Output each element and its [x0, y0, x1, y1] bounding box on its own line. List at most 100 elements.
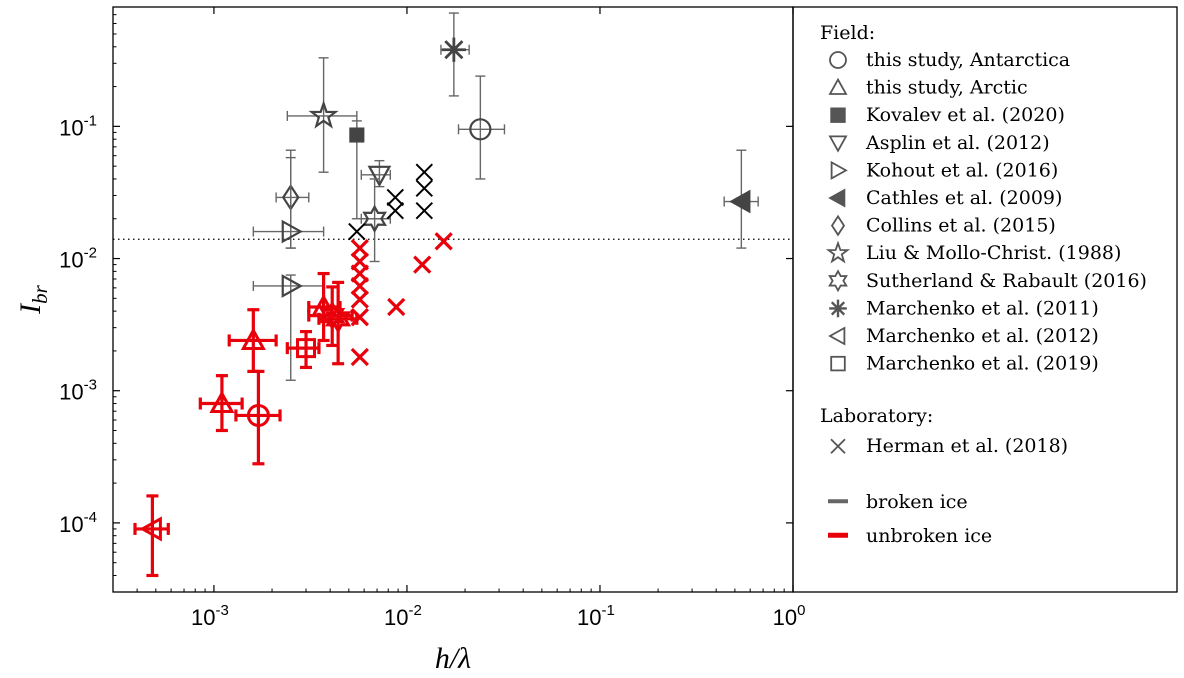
legend-marker-pentagram: [825, 240, 851, 264]
legend-entry-3: Asplin et al. (2012): [828, 132, 1050, 154]
marker-triangle-left: [139, 516, 162, 542]
marker-hexagram: [325, 303, 352, 334]
legend-label: Sutherland & Rabault (2016): [866, 270, 1147, 292]
marker-triangle-down: [367, 165, 392, 188]
x-tick-label-0: 10-3: [191, 602, 229, 630]
legend-label: Kovalev et al. (2020): [866, 104, 1065, 126]
legend-marker-triangle-left-filled: [828, 188, 846, 208]
data-point-31: [198, 374, 244, 433]
legend-entry-0: this study, Antarctica: [829, 49, 1070, 71]
marker-triangle-right: [281, 219, 304, 244]
marker-circle: [246, 403, 270, 427]
marker-x: [415, 202, 434, 220]
data-point-32: [234, 369, 282, 466]
legend-label: Marchenko et al. (2011): [866, 297, 1099, 319]
marker-x: [350, 290, 369, 309]
marker-square: [296, 338, 317, 359]
data-point-7: [252, 156, 325, 249]
data-point-4: [360, 159, 392, 188]
marker-x: [350, 308, 369, 327]
data-point-19: [350, 238, 369, 258]
legend-entry-4: Kohout et al. (2016): [830, 159, 1058, 181]
marker-x: [415, 179, 434, 197]
data-point-6: [275, 149, 310, 249]
data-point-24: [350, 308, 369, 327]
x-axis-label: h/λ: [435, 642, 471, 675]
legend-label: Kohout et al. (2016): [866, 159, 1058, 181]
marker-square-filled: [349, 127, 365, 143]
legend-status-unbroken: unbroken ice: [828, 525, 992, 547]
legend-frame: [792, 6, 1178, 593]
data-point-12: [386, 188, 404, 207]
marker-x: [350, 238, 369, 258]
marker-triangle-left-filled: [729, 189, 751, 214]
legend-label: Asplin et al. (2012): [865, 132, 1050, 154]
data-point-0: [440, 12, 470, 97]
legend-label: Liu & Mollo-Christ. (1988): [866, 242, 1121, 264]
data-point-23: [350, 290, 369, 309]
data-point-2: [286, 57, 358, 173]
marker-x: [413, 255, 432, 274]
marker-hexagram: [362, 204, 387, 234]
data-point-14: [415, 179, 434, 197]
x-tick-label-1: 10-2: [384, 602, 422, 630]
legend-marker-x: [830, 438, 846, 454]
legend-label: this study, Arctic: [866, 77, 1028, 99]
marker-x: [350, 276, 369, 296]
legend-status-broken: broken ice: [828, 491, 968, 513]
legend-lab-entry-0: Herman et al. (2018): [830, 435, 1068, 457]
data-point-18: [387, 297, 406, 317]
marker-triangle-right: [281, 274, 304, 298]
legend-marker-circle: [829, 51, 847, 69]
marker-triangle-up: [209, 390, 235, 414]
legend-field-header: Field:: [820, 22, 875, 44]
legend-marker-triangle-down: [828, 135, 848, 153]
marker-x: [387, 297, 406, 317]
y-tick-label-2: 10-2: [59, 245, 97, 273]
data-point-22: [350, 276, 369, 296]
y-tick-label-3: 10-1: [59, 112, 97, 140]
legend-entry-9: Marchenko et al. (2011): [829, 297, 1099, 319]
data-point-16: [434, 232, 453, 251]
legend-marker-triangle-right: [830, 160, 848, 180]
legend-label: Cathles et al. (2009): [866, 187, 1062, 209]
marker-x: [434, 232, 453, 251]
legend-label: Herman et al. (2018): [866, 435, 1068, 457]
data-point-1: [457, 75, 506, 180]
marker-triangle-up: [240, 327, 266, 350]
marker-x: [348, 222, 366, 241]
legend-marker-hexagram: [828, 269, 848, 293]
legend-entry-6: Collins et al. (2015): [830, 214, 1056, 237]
marker-asterisk: [441, 37, 466, 62]
marker-x: [386, 188, 404, 207]
plot-frame: [112, 6, 794, 593]
x-tick-label-3: 100: [773, 602, 806, 630]
y-tick-label-1: 10-3: [59, 377, 97, 405]
data-point-15: [415, 163, 434, 181]
marker-circle: [469, 118, 492, 141]
data-point-9: [360, 178, 392, 263]
data-point-29: [285, 330, 321, 370]
legend-entry-1: this study, Arctic: [828, 77, 1028, 99]
legend-label: this study, Antarctica: [866, 49, 1070, 71]
legend-marker-square-filled: [830, 107, 846, 123]
data-point-5: [723, 149, 759, 249]
y-tick-label-0: 10-4: [59, 509, 97, 537]
data-point-25: [350, 347, 369, 367]
legend-entry-10: Marchenko et al. (2012): [828, 325, 1099, 347]
data-point-28: [317, 280, 359, 366]
legend-marker-square: [830, 355, 846, 372]
legend-label: Collins et al. (2015): [866, 215, 1056, 237]
marker-hexagram: [319, 300, 346, 331]
legend-label: broken ice: [866, 491, 968, 513]
legend-marker-triangle-up: [828, 77, 848, 95]
data-point-33: [133, 494, 170, 578]
legend-label: Marchenko et al. (2012): [866, 325, 1099, 347]
legend-marker-diamond: [830, 214, 846, 237]
marker-x: [386, 202, 404, 220]
marker-x: [415, 163, 434, 181]
x-tick-label-2: 10-1: [577, 602, 615, 630]
legend-lab-header: Laboratory:: [820, 405, 933, 427]
